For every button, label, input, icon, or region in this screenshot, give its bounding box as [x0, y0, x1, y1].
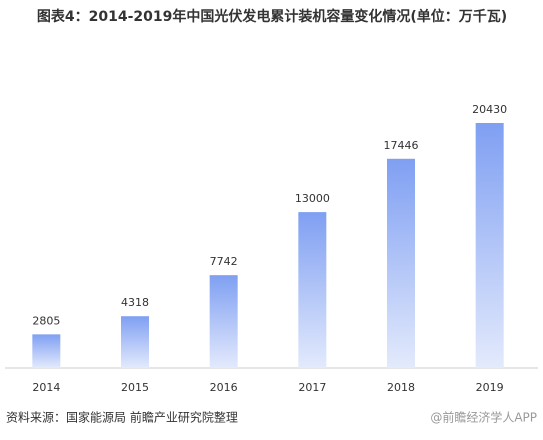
value-label: 7742 — [210, 255, 238, 268]
x-tick-label: 2017 — [298, 381, 326, 394]
value-label: 4318 — [121, 296, 149, 309]
bar — [32, 334, 61, 368]
source: 资料来源：国家能源局 前瞻产业研究院整理 — [6, 410, 238, 425]
bar — [387, 158, 415, 368]
x-tick-label: 2014 — [32, 381, 60, 394]
x-tick-label: 2016 — [210, 381, 238, 394]
chart-title: 图表4：2014-2019年中国光伏发电累计装机容量变化情况(单位：万千瓦) — [36, 9, 508, 25]
brand: @前瞻经济学人APP — [430, 410, 537, 425]
bar — [298, 212, 327, 368]
value-label: 20430 — [472, 103, 507, 116]
bar — [121, 316, 149, 368]
value-label: 17446 — [384, 139, 419, 152]
bar — [209, 275, 238, 368]
x-tick-label: 2015 — [121, 381, 149, 394]
bar — [475, 123, 504, 368]
x-tick-label: 2019 — [476, 381, 504, 394]
value-label: 2805 — [32, 314, 60, 327]
x-tick-label: 2018 — [387, 381, 415, 394]
value-label: 13000 — [295, 192, 330, 205]
